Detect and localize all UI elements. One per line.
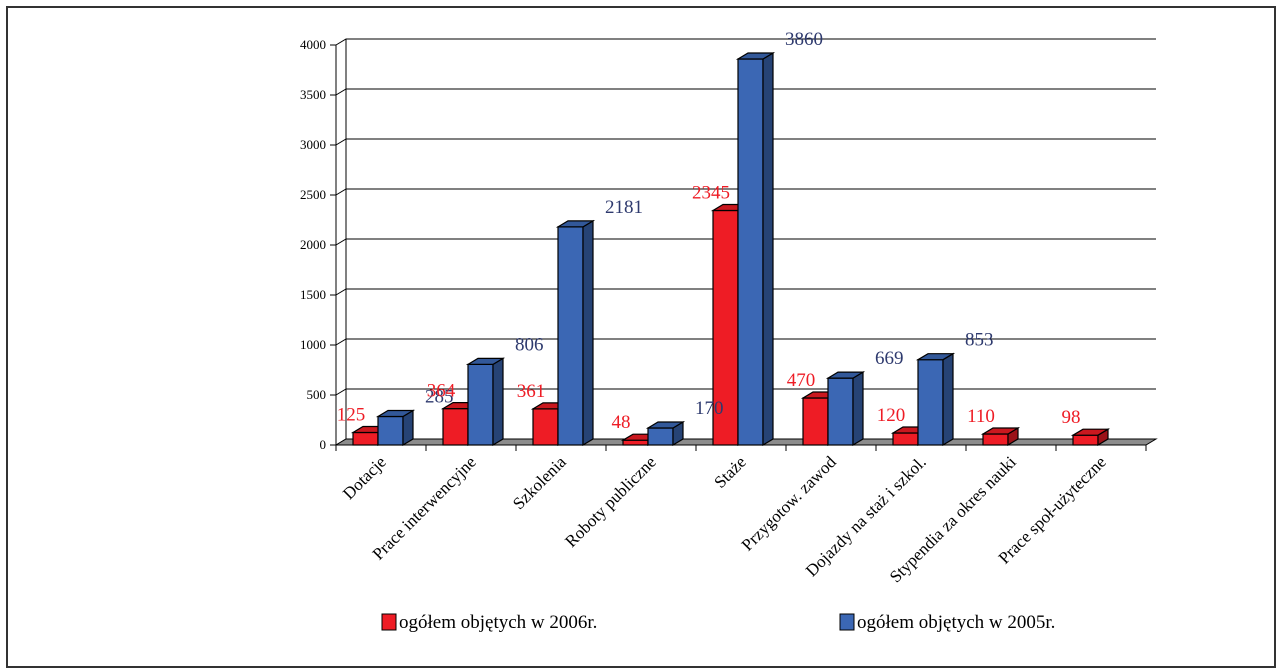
y-tick-label: 1000 bbox=[300, 337, 326, 352]
y-tick-label: 3500 bbox=[300, 87, 326, 102]
value-label-2006-2: 361 bbox=[517, 381, 546, 402]
value-label-2006-6: 120 bbox=[877, 405, 906, 426]
value-label-2006-8: 98 bbox=[1062, 407, 1081, 428]
category-label: Roboty publiczne bbox=[561, 452, 660, 551]
category-label: Szkolenia bbox=[509, 452, 570, 513]
y-tick-label: 2000 bbox=[300, 237, 326, 252]
legend-item-2006: ogółem objętych w 2006r. bbox=[381, 612, 597, 633]
y-tick-label: 2500 bbox=[300, 187, 326, 202]
category-label: Staże bbox=[710, 452, 749, 491]
value-label-2005-5: 669 bbox=[875, 348, 904, 369]
value-label-2006-5: 470 bbox=[787, 370, 816, 391]
legend-swatch bbox=[839, 613, 855, 631]
value-label-2005-4: 3860 bbox=[785, 29, 823, 50]
y-tick-label: 4000 bbox=[300, 37, 326, 52]
bar-2006-8 bbox=[1070, 428, 1111, 447]
y-axis: 0 500 1000 1500 2000 2500 3000 3500 4000 bbox=[300, 37, 347, 452]
bar-2005-0 bbox=[375, 409, 416, 447]
value-label-2006-0: 125 bbox=[337, 405, 366, 426]
bar-2005-4 bbox=[735, 51, 776, 447]
chart-frame bbox=[6, 6, 1276, 668]
value-label-2006-3: 48 bbox=[612, 412, 631, 433]
value-label-2006-1: 364 bbox=[427, 381, 456, 402]
bar-2006-7 bbox=[980, 426, 1021, 447]
legend-swatch bbox=[381, 613, 397, 631]
category-label: Dotacje bbox=[339, 452, 390, 503]
y-tick-label: 0 bbox=[320, 437, 327, 452]
y-tick-label: 1500 bbox=[300, 287, 326, 302]
legend-item-2005: ogółem objętych w 2005r. bbox=[839, 612, 1055, 633]
bar-2005-6 bbox=[915, 352, 956, 447]
bar-2005-1 bbox=[465, 357, 506, 447]
gridline bbox=[335, 38, 1156, 46]
value-label-2006-7: 110 bbox=[967, 406, 995, 427]
value-label-2005-6: 853 bbox=[965, 330, 994, 351]
y-tick-label: 3000 bbox=[300, 137, 326, 152]
value-label-2005-0: 285 bbox=[425, 387, 454, 408]
value-label-2006-4: 2345 bbox=[692, 183, 730, 204]
legend-label: ogółem objętych w 2005r. bbox=[857, 612, 1055, 633]
value-label-2005-2: 2181 bbox=[605, 197, 643, 218]
category-label: Przygotow. zawod bbox=[738, 452, 840, 554]
value-label-2005-1: 806 bbox=[515, 334, 544, 355]
legend-label: ogółem objętych w 2006r. bbox=[399, 612, 597, 633]
bar-2005-2 bbox=[555, 219, 596, 447]
value-label-2005-3: 170 bbox=[695, 398, 724, 419]
bar-2005-5 bbox=[825, 371, 866, 447]
legend: ogółem objętych w 2006r. ogółem objętych … bbox=[381, 612, 1055, 633]
y-tick-label: 500 bbox=[307, 387, 327, 402]
bar-2005-3 bbox=[645, 420, 686, 447]
bars bbox=[350, 51, 1111, 447]
